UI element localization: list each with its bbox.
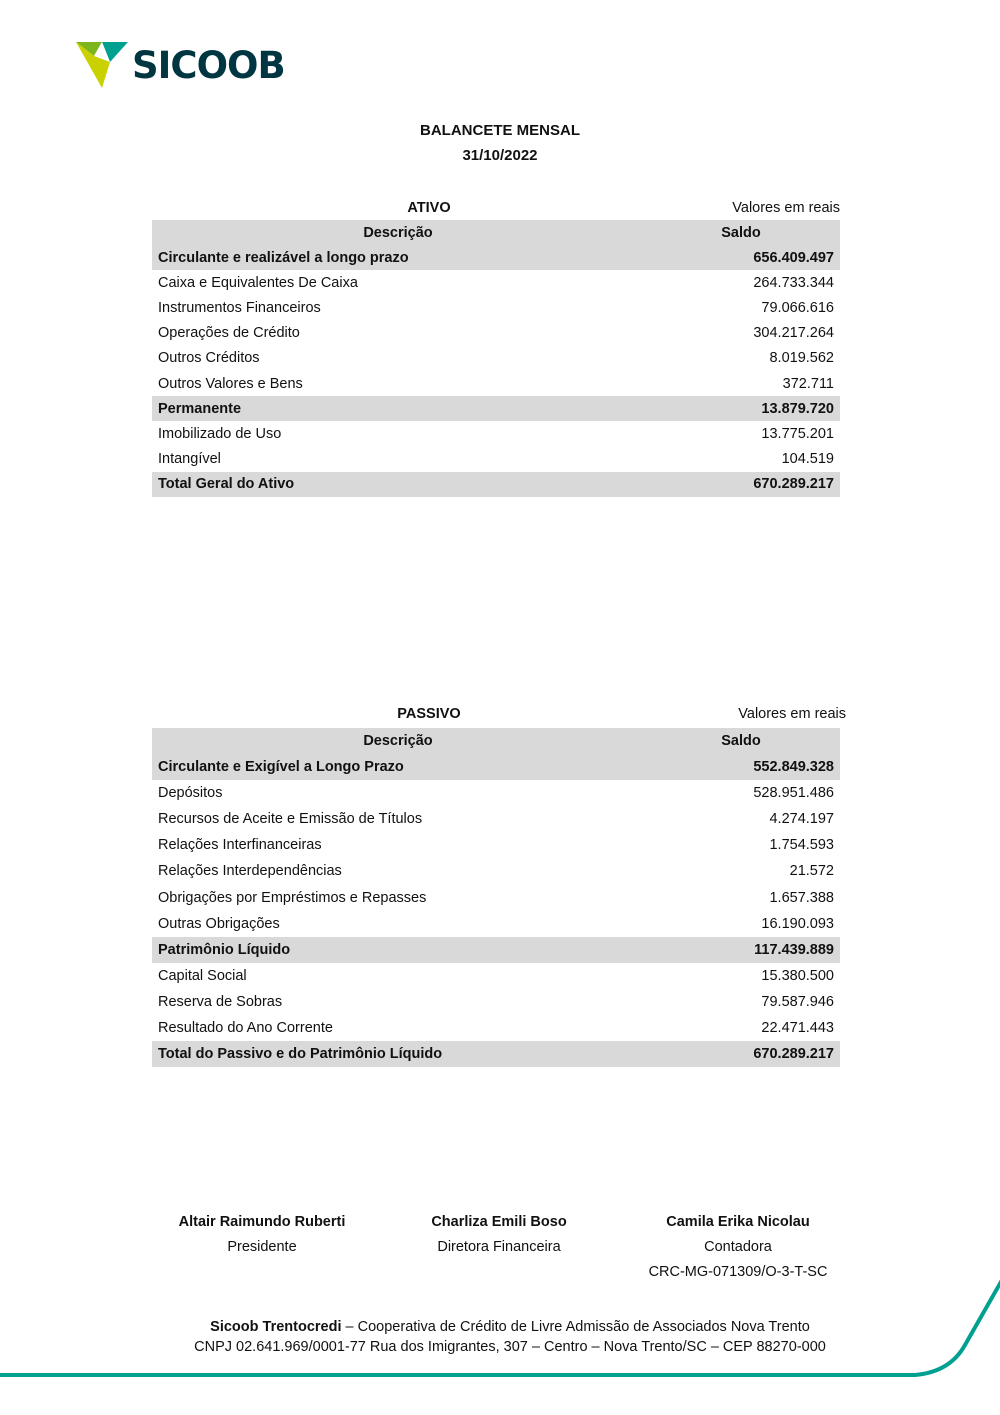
row-saldo: 670.289.217: [753, 476, 834, 493]
footer-info: Sicoob Trentocredi – Cooperativa de Créd…: [0, 1317, 1000, 1357]
row-saldo: 372.711: [782, 375, 834, 392]
col-descricao: Descrição: [363, 733, 433, 749]
passivo-units: Valores em reais: [738, 706, 846, 722]
table-row: Imobilizado de Uso 13.775.201: [152, 421, 840, 446]
col-saldo: Saldo: [721, 224, 761, 241]
row-saldo: 670.289.217: [753, 1046, 834, 1063]
row-description: Circulante e Exigível a Longo Prazo: [158, 759, 404, 776]
row-saldo: 79.066.616: [761, 299, 834, 316]
row-saldo: 304.217.264: [753, 325, 834, 342]
table-group-row: Patrimônio Líquido 117.439.889: [152, 936, 840, 963]
row-saldo: 656.409.497: [753, 249, 834, 266]
table-row: Outros Créditos 8.019.562: [152, 346, 840, 371]
row-description: Circulante e realizável a longo prazo: [158, 249, 409, 266]
row-description: Obrigações por Empréstimos e Repasses: [158, 889, 427, 906]
row-description: Relações Interfinanceiras: [158, 837, 322, 854]
col-descricao: Descrição: [363, 224, 433, 241]
table-row: Depósitos 528.951.486: [152, 780, 840, 806]
row-description: Permanente: [158, 400, 242, 417]
row-description: Outras Obrigações: [158, 915, 280, 932]
col-saldo: Saldo: [721, 733, 761, 749]
table-group-row: Total do Passivo e do Patrimônio Líquido…: [152, 1041, 840, 1068]
row-description: Relações Interdependências: [158, 863, 342, 880]
signer-name: Camila Erika Nicolau: [666, 1214, 810, 1230]
passivo-section: PASSIVO Valores em reais Descrição Saldo…: [152, 702, 846, 1068]
signer-role: Diretora Financeira: [437, 1239, 561, 1255]
row-description: Intangível: [158, 451, 221, 468]
table-header: Descrição Saldo: [152, 728, 840, 754]
signer-name: Charliza Emili Boso: [431, 1214, 567, 1230]
row-description: Resultado do Ano Corrente: [158, 1019, 333, 1036]
table-group-row: Total Geral do Ativo 670.289.217: [152, 471, 840, 497]
row-saldo: 1.754.593: [769, 837, 834, 854]
signature-president: Altair Raimundo Ruberti Presidente: [142, 1210, 382, 1260]
table-row: Instrumentos Financeiros 79.066.616: [152, 295, 840, 320]
table-row: Relações Interfinanceiras 1.754.593: [152, 832, 840, 858]
document-title: BALANCETE MENSAL: [420, 122, 580, 139]
document-date: 31/10/2022: [462, 147, 538, 164]
footer-org: Sicoob Trentocredi: [210, 1319, 342, 1335]
row-description: Imobilizado de Uso: [158, 425, 282, 442]
ativo-units: Valores em reais: [732, 200, 840, 216]
table-row: Resultado do Ano Corrente 22.471.443: [152, 1015, 840, 1041]
row-description: Outros Créditos: [158, 350, 260, 367]
row-saldo: 21.572: [789, 863, 834, 880]
row-description: Capital Social: [158, 967, 247, 984]
signer-role: Presidente: [227, 1239, 297, 1255]
signature-finance-director: Charliza Emili Boso Diretora Financeira: [379, 1210, 619, 1260]
table-row: Reserva de Sobras 79.587.946: [152, 989, 840, 1015]
row-saldo: 13.775.201: [761, 425, 834, 442]
row-description: Instrumentos Financeiros: [158, 299, 321, 316]
sicoob-triangle-icon: [76, 42, 128, 88]
row-saldo: 8.019.562: [769, 350, 834, 367]
table-row: Recursos de Aceite e Emissão de Títulos 4…: [152, 806, 840, 832]
row-description: Recursos de Aceite e Emissão de Títulos: [158, 811, 423, 828]
row-description: Reserva de Sobras: [158, 993, 283, 1010]
signer-role: Contadora: [704, 1239, 772, 1255]
row-saldo: 528.951.486: [753, 785, 834, 802]
signature-accountant: Camila Erika Nicolau Contadora CRC-MG-07…: [618, 1210, 858, 1285]
table-group-row: Permanente 13.879.720: [152, 396, 840, 422]
row-saldo: 22.471.443: [761, 1019, 834, 1036]
row-saldo: 264.733.344: [753, 274, 834, 291]
ativo-section: ATIVO Valores em reais Descrição Saldo C…: [152, 196, 840, 497]
row-description: Outros Valores e Bens: [158, 375, 303, 392]
row-description: Total Geral do Ativo: [158, 476, 295, 493]
row-saldo: 117.439.889: [754, 941, 834, 958]
footer-line2: CNPJ 02.641.969/0001-77 Rua dos Imigrant…: [194, 1339, 826, 1355]
table-row: Intangível 104.519: [152, 447, 840, 472]
signer-crc: CRC-MG-071309/O-3-T-SC: [648, 1264, 828, 1280]
row-saldo: 16.190.093: [761, 915, 834, 932]
table-row: Operações de Crédito 304.217.264: [152, 321, 840, 346]
row-saldo: 4.274.197: [769, 811, 834, 828]
row-saldo: 13.879.720: [761, 400, 834, 417]
row-description: Patrimônio Líquido: [158, 941, 291, 958]
passivo-title: PASSIVO: [397, 706, 461, 722]
table-group-row: Circulante e realizável a longo prazo 656…: [152, 245, 840, 271]
table-row: Outros Valores e Bens 372.711: [152, 371, 840, 396]
ativo-title: ATIVO: [407, 200, 451, 216]
table-row: Relações Interdependências 21.572: [152, 858, 840, 884]
row-saldo: 1.657.388: [769, 889, 834, 906]
table-row: Capital Social 15.380.500: [152, 963, 840, 989]
row-description: Depósitos: [158, 785, 223, 802]
table-row: Obrigações por Empréstimos e Repasses 1.6…: [152, 884, 840, 910]
row-saldo: 79.587.946: [761, 993, 834, 1010]
footer-line1: – Cooperativa de Crédito de Livre Admiss…: [341, 1319, 810, 1335]
footer-curve-decoration: [0, 1279, 1000, 1377]
row-saldo: 552.849.328: [753, 759, 834, 776]
row-saldo: 104.519: [781, 451, 834, 468]
row-description: Caixa e Equivalentes De Caixa: [158, 274, 358, 291]
signer-name: Altair Raimundo Ruberti: [178, 1214, 346, 1230]
row-saldo: 15.380.500: [761, 967, 834, 984]
table-row: Caixa e Equivalentes De Caixa 264.733.344: [152, 270, 840, 295]
table-group-row: Circulante e Exigível a Longo Prazo 552.8…: [152, 754, 840, 781]
table-header: Descrição Saldo: [152, 220, 840, 245]
row-description: Total do Passivo e do Patrimônio Líquido: [158, 1046, 443, 1063]
sicoob-logo: SICOOB: [76, 42, 286, 88]
row-description: Operações de Crédito: [158, 325, 300, 342]
table-row: Outras Obrigações 16.190.093: [152, 911, 840, 937]
